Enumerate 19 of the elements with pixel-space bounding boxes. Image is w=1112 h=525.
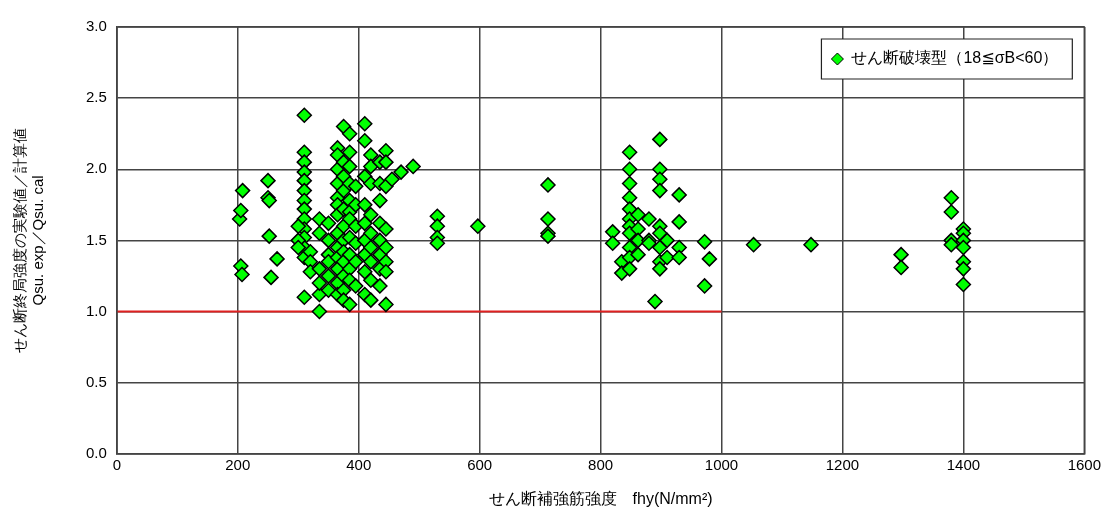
x-tick-label: 800 bbox=[588, 455, 614, 473]
legend-label: せん断破壊型（18≦σB<60） bbox=[851, 49, 1059, 67]
x-tick-label: 1400 bbox=[946, 455, 981, 473]
x-tick-label: 1000 bbox=[704, 455, 739, 473]
x-tick-label: 200 bbox=[225, 455, 251, 473]
y-tick-label: 3.0 bbox=[85, 17, 107, 35]
x-axis-title: せん断補強筋強度 fhy(N/mm²) bbox=[488, 489, 713, 507]
y-tick-label: 2.0 bbox=[85, 159, 107, 177]
y-tick-label: 1.5 bbox=[85, 230, 107, 248]
x-tick-label: 1200 bbox=[825, 455, 860, 473]
y-tick-label: 0.5 bbox=[85, 372, 107, 390]
x-tick-label: 400 bbox=[346, 455, 372, 473]
x-tick-label: 0 bbox=[112, 455, 122, 473]
y-axis-title: せん断終局強度の実験値／計算値 Qsu. exp／Qsu. cal bbox=[11, 127, 47, 353]
x-tick-label: 1600 bbox=[1067, 455, 1101, 473]
y-tick-label: 1.0 bbox=[85, 301, 107, 319]
x-tick-label: 600 bbox=[467, 455, 493, 473]
y-tick-label: 0.0 bbox=[85, 443, 107, 461]
y-tick-label: 2.5 bbox=[85, 88, 107, 106]
